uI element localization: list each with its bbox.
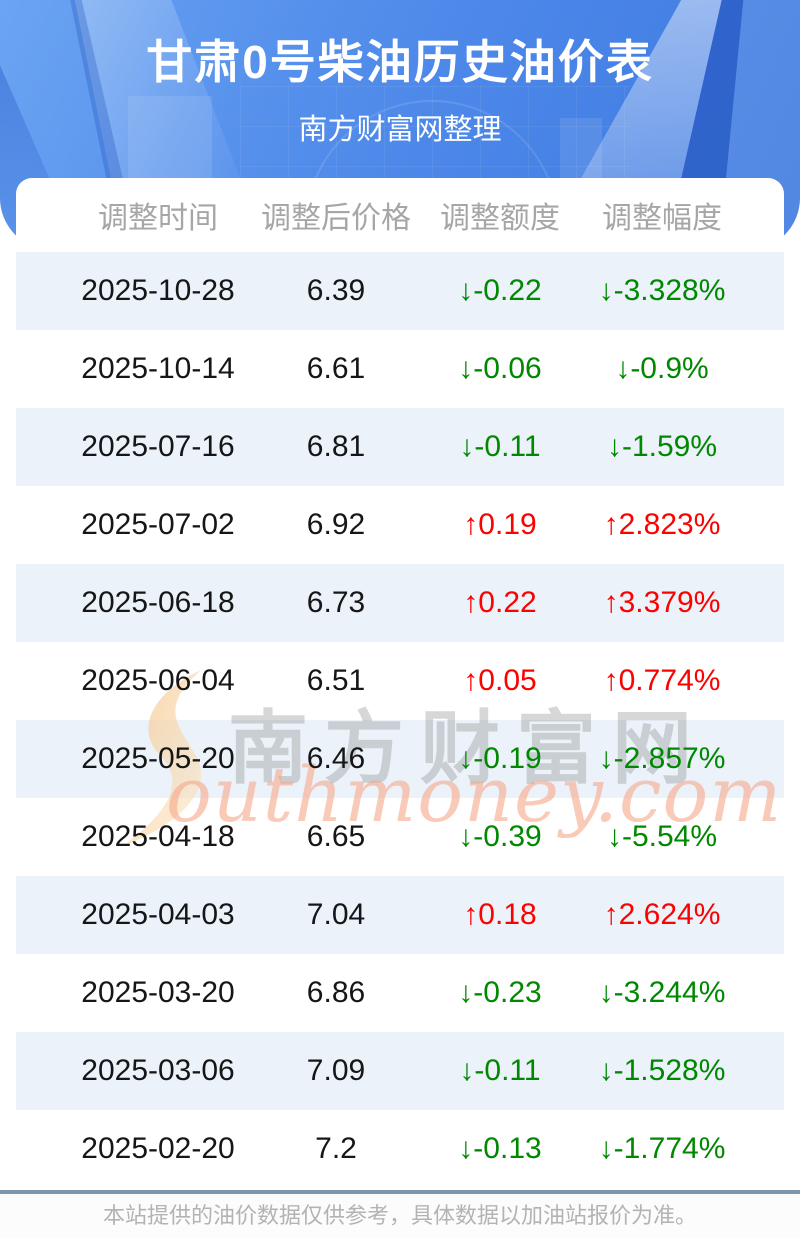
cell-price: 6.73 [306, 586, 366, 619]
column-header-time: 调整时间 [98, 202, 218, 235]
cell-date: 2025-07-16 [81, 430, 235, 463]
cell-price: 6.86 [306, 976, 366, 1009]
cell-change: ↓-0.19 [458, 742, 542, 775]
cell-percent: ↑2.624% [603, 898, 721, 931]
cell-price: 7.2 [315, 1132, 357, 1165]
cell-date: 2025-10-14 [81, 352, 235, 385]
cell-price: 6.46 [306, 742, 366, 775]
cell-change: ↓-0.06 [458, 352, 542, 385]
cell-price: 6.61 [306, 352, 366, 385]
cell-change: ↑0.05 [463, 664, 537, 697]
cell-date: 2025-03-20 [81, 976, 235, 1009]
cell-percent: ↓-1.774% [598, 1132, 726, 1165]
cell-percent: ↑3.379% [603, 586, 721, 619]
cell-change: ↑0.18 [463, 898, 537, 931]
column-header-change: 调整额度 [440, 202, 560, 235]
table-row: 2025-06-18 6.73 ↑0.22 ↑3.379% [16, 564, 784, 642]
cell-percent: ↓-2.857% [598, 742, 726, 775]
price-table-card: 南方财富网 outhmoney.com 调整时间 调整后价格 调整额度 调整幅度… [16, 178, 784, 1188]
cell-price: 6.39 [306, 274, 366, 307]
cell-percent: ↓-5.54% [606, 820, 718, 853]
table-header-row: 调整时间 调整后价格 调整额度 调整幅度 [16, 178, 784, 252]
table-row: 2025-07-02 6.92 ↑0.19 ↑2.823% [16, 486, 784, 564]
cell-date: 2025-06-18 [81, 586, 235, 619]
table-body: 2025-10-28 6.39 ↓-0.22 ↓-3.328% 2025-10-14 6.… [16, 252, 784, 1188]
cell-change: ↑0.19 [463, 508, 537, 541]
column-header-percent: 调整幅度 [602, 202, 722, 235]
footer: 本站提供的油价数据仅供参考，具体数据以加油站报价为准。 [0, 1190, 800, 1238]
table-row: 2025-10-14 6.61 ↓-0.06 ↓-0.9% [16, 330, 784, 408]
cell-date: 2025-02-20 [81, 1132, 235, 1165]
footer-note: 本站提供的油价数据仅供参考，具体数据以加油站报价为准。 [102, 1203, 697, 1228]
table-row: 2025-07-16 6.81 ↓-0.11 ↓-1.59% [16, 408, 784, 486]
cell-change: ↓-0.23 [458, 976, 542, 1009]
cell-date: 2025-07-02 [81, 508, 235, 541]
cell-price: 7.04 [306, 898, 366, 931]
cell-percent: ↓-0.9% [615, 352, 709, 385]
cell-date: 2025-03-06 [81, 1054, 235, 1087]
table-row: 2025-04-03 7.04 ↑0.18 ↑2.624% [16, 876, 784, 954]
table-row: 2025-05-20 6.46 ↓-0.19 ↓-2.857% [16, 720, 784, 798]
cell-percent: ↓-1.528% [598, 1054, 726, 1087]
cell-price: 6.65 [306, 820, 366, 853]
cell-price: 6.51 [306, 664, 366, 697]
cell-percent: ↓-1.59% [606, 430, 718, 463]
column-header-price: 调整后价格 [261, 202, 411, 235]
table-row: 2025-03-06 7.09 ↓-0.11 ↓-1.528% [16, 1032, 784, 1110]
cell-change: ↓-0.11 [459, 1054, 541, 1087]
cell-change: ↓-0.39 [458, 820, 542, 853]
cell-date: 2025-04-03 [81, 898, 235, 931]
cell-price: 7.09 [306, 1054, 366, 1087]
cell-date: 2025-05-20 [81, 742, 235, 775]
cell-change: ↓-0.22 [458, 274, 542, 307]
cell-percent: ↑0.774% [603, 664, 721, 697]
cell-price: 6.81 [306, 430, 366, 463]
cell-percent: ↓-3.244% [598, 976, 726, 1009]
cell-date: 2025-10-28 [81, 274, 235, 307]
cell-change: ↓-0.13 [458, 1132, 542, 1165]
cell-change: ↑0.22 [463, 586, 537, 619]
cell-date: 2025-06-04 [81, 664, 235, 697]
cell-date: 2025-04-18 [81, 820, 235, 853]
table-row: 2025-06-04 6.51 ↑0.05 ↑0.774% [16, 642, 784, 720]
cell-percent: ↓-3.328% [598, 274, 726, 307]
cell-price: 6.92 [306, 508, 366, 541]
page-title: 甘肃0号柴油历史油价表 [146, 36, 654, 88]
table-row: 2025-03-20 6.86 ↓-0.23 ↓-3.244% [16, 954, 784, 1032]
cell-percent: ↑2.823% [603, 508, 721, 541]
table-row: 2025-10-28 6.39 ↓-0.22 ↓-3.328% [16, 252, 784, 330]
table-row: 2025-02-20 7.2 ↓-0.13 ↓-1.774% [16, 1110, 784, 1188]
table-row: 2025-04-18 6.65 ↓-0.39 ↓-5.54% [16, 798, 784, 876]
cell-change: ↓-0.11 [459, 430, 541, 463]
page-subtitle: 南方财富网整理 [298, 114, 502, 146]
